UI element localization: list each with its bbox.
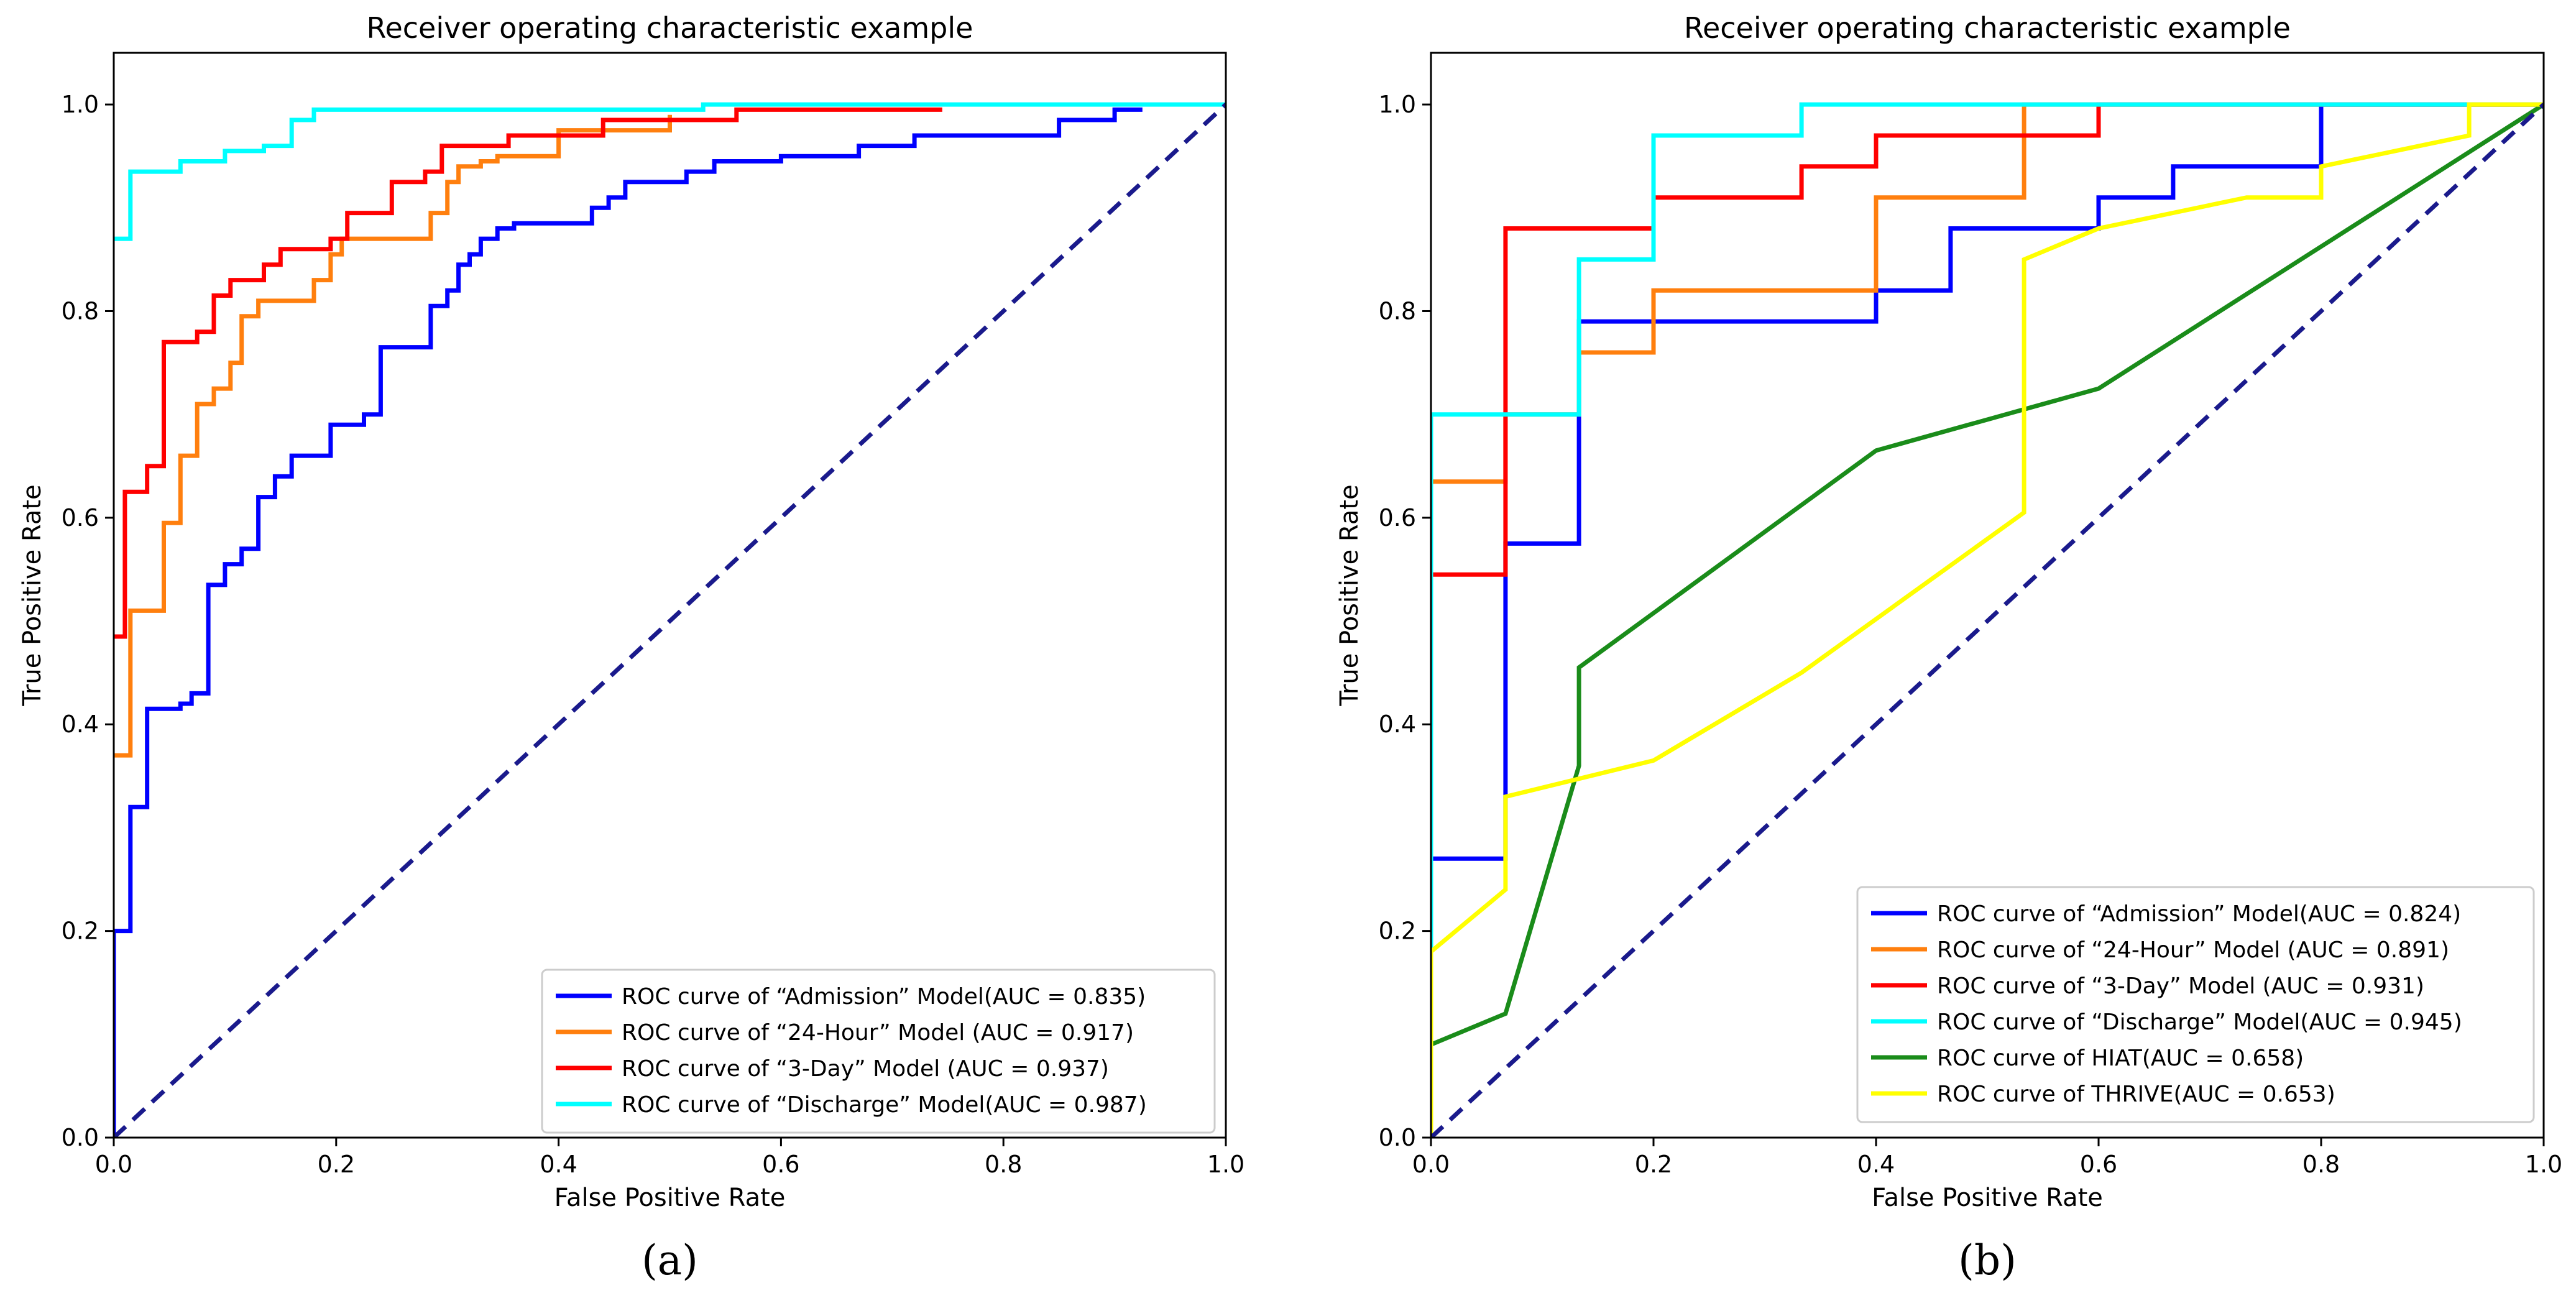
y-tick-label: 1.0 [1379, 91, 1416, 118]
legend-entry: ROC curve of “Admission” Model(AUC = 0.8… [1937, 901, 2461, 927]
y-tick-label: 1.0 [62, 91, 99, 118]
y-tick-label: 0.6 [62, 504, 99, 531]
roc-series-line-1 [114, 114, 672, 758]
x-axis-label: False Positive Rate [1872, 1184, 2103, 1212]
chance-diagonal-line [1431, 103, 2544, 1138]
x-tick-label: 0.2 [318, 1151, 355, 1178]
chance-diagonal-line [114, 103, 1226, 1138]
x-tick-label: 1.0 [1207, 1151, 1244, 1178]
panel-label: (b) [1958, 1236, 2017, 1284]
legend-entry: ROC curve of “Discharge” Model(AUC = 0.9… [622, 1092, 1147, 1118]
y-tick-label: 0.0 [62, 1124, 99, 1151]
roc-series-line-3 [1431, 102, 2544, 1138]
legend: ROC curve of “Admission” Model(AUC = 0.8… [1856, 886, 2535, 1123]
roc-series-line-2 [114, 107, 942, 639]
legend-entry: ROC curve of “24-Hour” Model (AUC = 0.91… [622, 1020, 1134, 1046]
x-tick-label: 0.2 [1635, 1151, 1672, 1178]
plot-area [1431, 102, 2544, 1138]
x-tick-label: 0.0 [95, 1151, 132, 1178]
legend: ROC curve of “Admission” Model(AUC = 0.8… [541, 969, 1216, 1134]
chart-panel-1: Receiver operating characteristic exampl… [1335, 11, 2562, 1284]
x-tick-label: 0.4 [1857, 1151, 1895, 1178]
y-tick-label: 0.8 [62, 297, 99, 324]
x-tick-label: 0.8 [985, 1151, 1022, 1178]
axes-frame [113, 52, 1227, 1139]
legend-entry: ROC curve of “24-Hour” Model (AUC = 0.89… [1937, 937, 2449, 963]
y-tick-label: 0.2 [1379, 918, 1416, 945]
legend-entry: ROC curve of “3-Day” Model (AUC = 0.931) [1937, 973, 2424, 999]
legend-box [541, 969, 1216, 1134]
roc-series-line-4 [1431, 103, 2544, 1047]
roc-series-line-2 [1431, 102, 2544, 1138]
y-tick-label: 0.0 [1379, 1124, 1416, 1151]
y-tick-label: 0.8 [1379, 297, 1416, 324]
chart-panel-0: Receiver operating characteristic exampl… [18, 11, 1244, 1284]
legend-entry: ROC curve of THRIVE(AUC = 0.653) [1937, 1082, 2335, 1107]
x-tick-label: 0.4 [540, 1151, 577, 1178]
x-tick-label: 0.6 [762, 1151, 799, 1178]
y-tick-label: 0.6 [1379, 504, 1416, 531]
roc-series-line-0 [114, 107, 1143, 1138]
y-tick-label: 0.4 [1379, 711, 1416, 738]
plot-area [114, 102, 1226, 1138]
legend-box [1856, 886, 2535, 1123]
chart-title: Receiver operating characteristic exampl… [367, 11, 973, 45]
x-tick-label: 0.0 [1412, 1151, 1450, 1178]
legend-entry: ROC curve of “3-Day” Model (AUC = 0.937) [622, 1056, 1109, 1082]
y-axis-label: True Positive Rate [18, 484, 47, 706]
roc-series-line-0 [1431, 102, 2544, 1138]
chart-title: Receiver operating characteristic exampl… [1684, 11, 2291, 45]
x-tick-label: 0.8 [2302, 1151, 2340, 1178]
roc-series-line-5 [1431, 102, 2544, 1138]
y-tick-label: 0.2 [62, 918, 99, 945]
legend-entry: ROC curve of “Discharge” Model(AUC = 0.9… [1937, 1010, 2462, 1035]
x-tick-label: 1.0 [2525, 1151, 2562, 1178]
legend-entry: ROC curve of “Admission” Model(AUC = 0.8… [622, 984, 1146, 1010]
x-tick-label: 0.6 [2080, 1151, 2117, 1178]
legend-entry: ROC curve of HIAT(AUC = 0.658) [1937, 1046, 2304, 1071]
y-tick-label: 0.4 [62, 711, 99, 738]
roc-series-line-3 [114, 102, 1226, 241]
panel-label: (a) [642, 1236, 698, 1284]
x-axis-label: False Positive Rate [554, 1184, 786, 1212]
axes-frame [1430, 52, 2545, 1139]
y-axis-label: True Positive Rate [1335, 484, 1364, 706]
